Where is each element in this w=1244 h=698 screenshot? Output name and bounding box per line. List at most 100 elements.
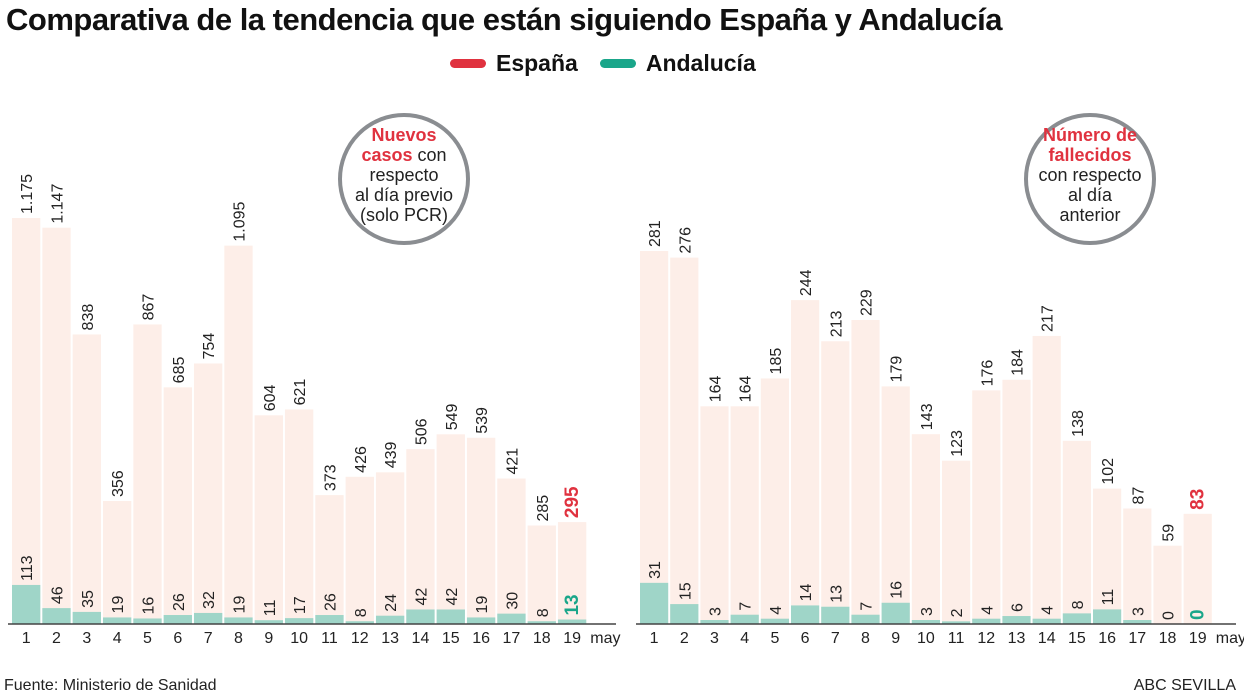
bar-espana (1153, 545, 1182, 624)
value-label-espana: 1.147 (49, 184, 66, 224)
bar-andalucia (497, 613, 526, 624)
value-label-espana: 439 (383, 442, 400, 469)
bar-andalucia (791, 605, 820, 624)
bar-espana (1002, 379, 1031, 624)
bar-espana (193, 363, 223, 624)
value-label-andalucia: 7 (859, 602, 876, 611)
value-label-andalucia: 3 (1130, 607, 1147, 616)
bar-andalucia (436, 609, 465, 624)
bar-andalucia (1002, 616, 1031, 624)
bar-andalucia (1093, 609, 1122, 624)
x-tick-label: 7 (204, 630, 213, 647)
x-tick-label: 12 (977, 630, 995, 647)
chart-title-line: Número de (1043, 125, 1137, 145)
value-label-espana: 184 (1010, 349, 1027, 376)
bar-andalucia (315, 615, 344, 624)
bar-andalucia (466, 617, 496, 624)
bar-espana (557, 522, 587, 624)
legend-swatch-andalucia (599, 59, 636, 68)
bar-espana (972, 390, 1001, 624)
value-label-espana: 123 (949, 430, 966, 457)
bar-espana (133, 324, 162, 624)
x-tick-label: 18 (1159, 630, 1177, 647)
value-label-andalucia: 17 (292, 596, 309, 614)
x-tick-label: 19 (1189, 630, 1207, 647)
value-label-andalucia: 24 (383, 594, 400, 612)
chart-title-line: respecto (369, 165, 438, 185)
bar-andalucia (700, 620, 729, 624)
value-label-espana: 217 (1040, 305, 1057, 332)
legend-label: España (496, 50, 578, 76)
value-label-espana: 59 (1161, 524, 1178, 542)
x-tick-label: 8 (234, 630, 243, 647)
bar-espana (640, 251, 669, 624)
x-tick-label: 2 (680, 630, 689, 647)
value-label-espana: 164 (738, 376, 755, 403)
bar-espana (911, 434, 940, 624)
title-circle (338, 113, 470, 245)
value-label-andalucia: 19 (110, 596, 127, 614)
x-tick-label: 4 (113, 630, 122, 647)
bar-espana (942, 460, 971, 624)
bar-espana (1183, 513, 1212, 624)
bar-espana (1062, 440, 1091, 624)
chart-title-line: al día previo (355, 185, 453, 205)
value-label-espana: 356 (110, 470, 127, 497)
x-unit-label: may (1216, 630, 1244, 647)
bar-espana (375, 472, 405, 624)
bar-espana (730, 406, 759, 624)
chart-title-line: casos con (361, 145, 446, 165)
x-tick-label: 1 (22, 630, 31, 647)
bar-espana (466, 437, 496, 624)
x-tick-label: 3 (710, 630, 719, 647)
bar-andalucia (972, 618, 1001, 624)
value-label-andalucia: 46 (49, 586, 66, 604)
x-tick-label: 8 (861, 630, 870, 647)
x-tick-label: 10 (917, 630, 935, 647)
value-label-andalucia: 35 (80, 590, 97, 608)
source-note: Fuente: Ministerio de Sanidad (4, 677, 217, 694)
bar-andalucia (406, 609, 435, 624)
bar-andalucia (640, 582, 669, 624)
bar-espana (1032, 335, 1061, 624)
bar-andalucia (12, 584, 41, 624)
value-label-andalucia: 14 (798, 584, 815, 602)
credit: ABC SEVILLA (1133, 677, 1236, 694)
bar-andalucia (254, 620, 283, 624)
value-label-espana: 621 (292, 379, 309, 406)
value-label-espana: 754 (201, 333, 218, 360)
value-label-andalucia: 4 (979, 606, 996, 615)
x-tick-label: 14 (1038, 630, 1056, 647)
x-tick-label: 11 (948, 630, 965, 647)
bar-andalucia (102, 617, 132, 624)
value-label-andalucia: 8 (1070, 600, 1087, 609)
value-label-espana: 244 (798, 269, 815, 296)
value-label-andalucia: 16 (889, 581, 906, 599)
bar-espana (345, 476, 374, 624)
bar-espana (791, 300, 820, 624)
legend: España Andalucía (450, 50, 756, 77)
value-label-andalucia: 13 (828, 585, 845, 603)
value-label-espana: 867 (140, 294, 157, 321)
value-label-espana: 421 (504, 448, 521, 475)
chart-title-line: (solo PCR) (360, 205, 448, 225)
x-tick-label: 15 (1068, 630, 1086, 647)
value-label-andalucia: 19 (474, 596, 491, 614)
bar-andalucia (1032, 618, 1061, 624)
value-label-andalucia: 16 (140, 597, 157, 615)
bar-andalucia (821, 606, 850, 624)
x-unit-label: may (590, 630, 620, 647)
x-tick-label: 1 (650, 630, 659, 647)
bar-espana (42, 227, 71, 624)
bar-espana (851, 320, 880, 624)
chart-title-line: anterior (1059, 205, 1120, 225)
bar-andalucia (72, 611, 101, 624)
value-label-andalucia: 19 (231, 596, 248, 614)
value-label-andalucia: 7 (738, 602, 755, 611)
title-circle (1024, 113, 1156, 245)
value-label-andalucia: 26 (322, 593, 339, 611)
value-label-espana: 83 (1188, 489, 1209, 510)
bar-espana (224, 245, 253, 624)
